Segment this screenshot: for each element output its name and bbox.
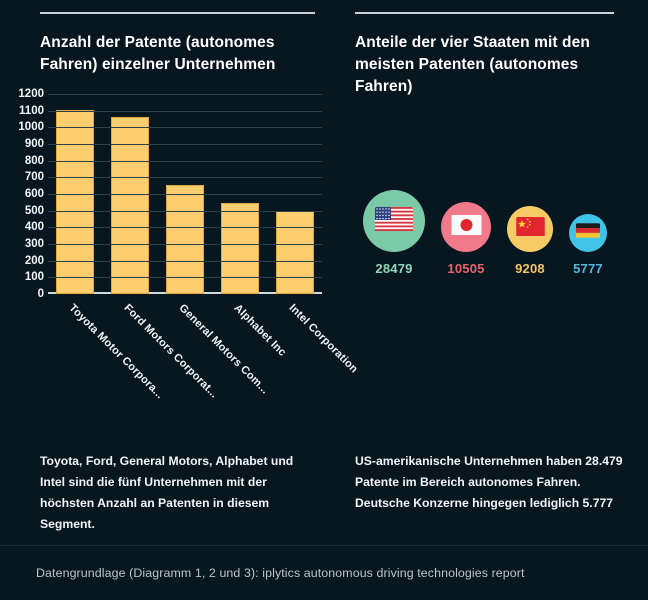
- flag-bubble-usa[interactable]: 28479: [363, 190, 425, 276]
- gridline: [48, 94, 322, 95]
- usa-flag-icon: [375, 206, 413, 236]
- flag-bubble-group: 28479 10505 9208 5777: [363, 190, 607, 276]
- x-label-slot: Toyota Motor Corpora...: [48, 294, 166, 401]
- gridline: [48, 194, 322, 195]
- flag-value-label: 28479: [375, 261, 413, 276]
- y-axis-tick-label: 700: [24, 171, 44, 184]
- gridline: [48, 210, 322, 212]
- flag-value-label: 10505: [447, 261, 485, 276]
- bar[interactable]: [56, 109, 95, 294]
- flag-disc: [507, 206, 553, 252]
- bar-slot: [158, 94, 213, 294]
- source-note: Datengrundlage (Diagramm 1, 2 und 3): ip…: [36, 566, 525, 580]
- gridline: [48, 177, 322, 179]
- japan-flag-icon: [451, 214, 482, 240]
- flag-disc: [441, 202, 491, 252]
- y-axis-tick-label: 1200: [18, 88, 44, 100]
- left-panel-divider: [40, 12, 315, 14]
- chart-plot-area: 1200 1100 1000 900 800 700 600 500 400 300 200 100 0: [18, 88, 322, 300]
- bar[interactable]: [275, 211, 314, 294]
- y-axis-tick-label: 400: [24, 221, 44, 234]
- left-panel-title: Anzahl der Patente (autonomes Fahren) ei…: [40, 34, 276, 73]
- bar-slot: [212, 94, 267, 294]
- footer: Datengrundlage (Diagramm 1, 2 und 3): ip…: [0, 545, 648, 600]
- gridline: [48, 127, 322, 129]
- x-label-slot: Alphabet Inc: [212, 294, 288, 359]
- gridline: [48, 227, 322, 229]
- y-axis-tick-label: 600: [24, 188, 44, 200]
- flag-disc: [363, 190, 425, 252]
- flag-bubble-deutschland[interactable]: 5777: [569, 214, 607, 276]
- left-panel: Anzahl der Patente (autonomes Fahren) ei…: [0, 0, 360, 451]
- left-panel-caption: Toyota, Ford, General Motors, Alphabet u…: [40, 454, 294, 532]
- gridline: [48, 160, 322, 162]
- x-label-slot: Intel Corporation: [267, 294, 360, 376]
- china-flag-icon: [515, 217, 545, 241]
- y-axis-tick-label: 0: [37, 288, 44, 300]
- captions-row: Toyota, Ford, General Motors, Alphabet u…: [0, 451, 648, 539]
- flag-value-label: 5777: [573, 261, 603, 276]
- y-axis-tick-label: 200: [24, 254, 44, 267]
- y-axis-tick-label: 1100: [19, 104, 44, 117]
- y-axis-tick-label: 800: [24, 154, 44, 167]
- bar[interactable]: [165, 184, 204, 294]
- bar[interactable]: [111, 116, 150, 294]
- x-label-slot: Ford Motors Corporat...: [103, 294, 221, 401]
- y-axis-tick-label: 100: [24, 271, 44, 284]
- gridline: [48, 144, 322, 145]
- right-panel-title: Anteile der vier Staaten mit den meisten…: [355, 34, 590, 95]
- gridline: [48, 110, 322, 112]
- gridline: [48, 260, 322, 262]
- y-axis-tick-label: 1000: [18, 121, 44, 134]
- right-panel-caption: US-amerikanische Unternehmen haben 28.47…: [355, 454, 623, 511]
- x-axis-labels: Toyota Motor Corpora... Ford Motors Corpo…: [48, 294, 360, 401]
- bar[interactable]: [220, 203, 259, 294]
- flag-bubble-china[interactable]: 9208: [507, 206, 553, 276]
- bar-group: [48, 94, 322, 294]
- right-panel: Anteile der vier Staaten mit den meisten…: [333, 0, 648, 451]
- y-axis-tick-label: 300: [24, 238, 44, 250]
- right-panel-divider: [355, 12, 614, 14]
- bar-slot: [48, 94, 103, 294]
- patents-by-company-bar-chart: 1200 1100 1000 900 800 700 600 500 400 300 200 100 0…: [8, 86, 360, 401]
- bar-slot: [103, 94, 158, 294]
- germany-flag-icon: [576, 223, 600, 243]
- country-shares-chart: 28479 10505 9208 5777: [355, 108, 626, 408]
- gridline: [48, 244, 322, 245]
- y-axis-tick-label: 500: [24, 204, 44, 217]
- flag-disc: [569, 214, 607, 252]
- flag-value-label: 9208: [515, 261, 545, 276]
- y-axis-tick-label: 900: [24, 138, 44, 150]
- panels-row: Anzahl der Patente (autonomes Fahren) ei…: [0, 0, 648, 451]
- gridline: [48, 277, 322, 279]
- flag-bubble-japan[interactable]: 10505: [441, 202, 491, 276]
- x-label-slot: General Motors Com...: [158, 294, 270, 396]
- bar-slot: [267, 94, 322, 294]
